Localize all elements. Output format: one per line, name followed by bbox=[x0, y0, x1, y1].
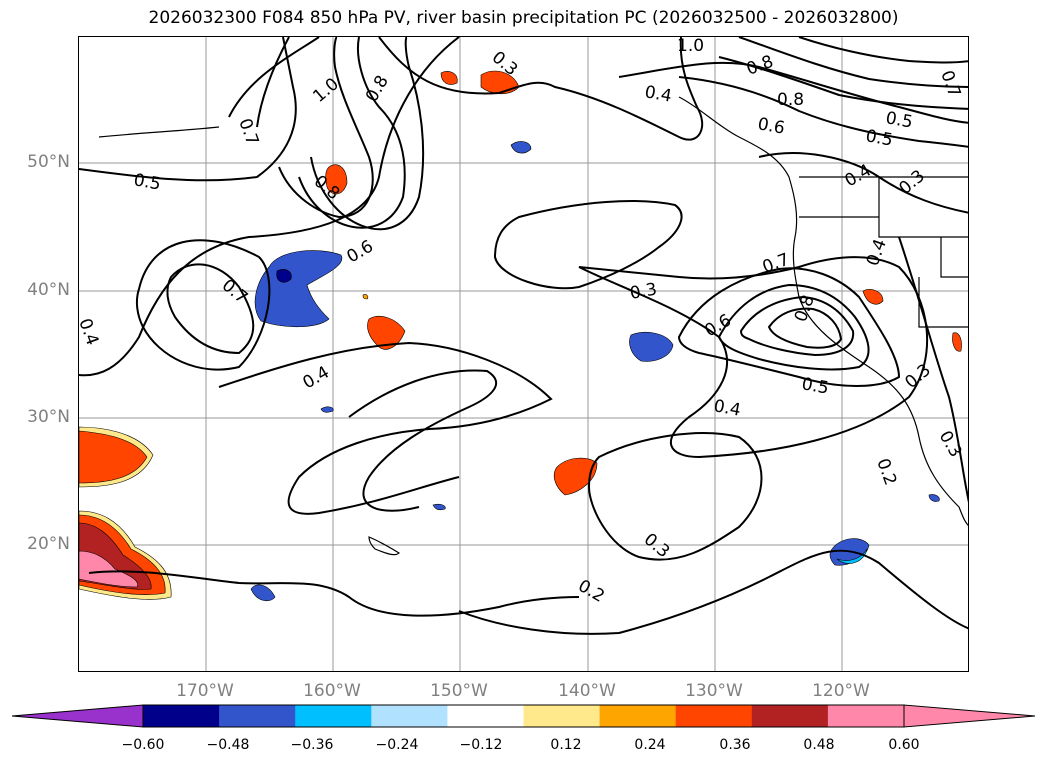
contour-label: 0.8 bbox=[744, 52, 776, 80]
precip-blob-pos bbox=[79, 550, 139, 588]
contour-label: 0.6 bbox=[344, 236, 377, 267]
contour-label: 0.7 bbox=[760, 250, 792, 278]
colorbar-extend-high bbox=[903, 704, 1036, 728]
contour-label: 0.5 bbox=[864, 126, 894, 150]
contour-label: 0.8 bbox=[777, 90, 804, 110]
contour-label: 0.7 bbox=[936, 68, 964, 100]
colorbar-tick: −0.60 bbox=[121, 737, 165, 753]
pv-contours bbox=[79, 37, 968, 635]
lat-label-40n: 40°N bbox=[27, 280, 70, 300]
lon-label-160w: 160°W bbox=[303, 681, 361, 701]
contour-label: 0.4 bbox=[643, 82, 673, 106]
lon-label-130w: 130°W bbox=[685, 681, 743, 701]
colorbar-segment bbox=[751, 705, 829, 727]
contour-label: 0.3 bbox=[901, 360, 935, 393]
contour-label: 1.0 bbox=[677, 37, 704, 56]
precip-blob-neg-light bbox=[836, 548, 868, 564]
contour-label: 0.5 bbox=[800, 374, 830, 398]
contour-label: 0.2 bbox=[575, 576, 608, 607]
colorbar-segment bbox=[219, 705, 296, 727]
map-title: 2026032300 F084 850 hPa PV, river basin … bbox=[148, 8, 899, 28]
colorbar-tick: −0.48 bbox=[206, 737, 250, 753]
contour-label: 0.7 bbox=[218, 276, 252, 309]
lat-label-20n: 20°N bbox=[27, 534, 70, 554]
contour-label: 0.3 bbox=[895, 166, 929, 199]
precip-blob-pos bbox=[440, 71, 458, 85]
colorbar-tick: 0.48 bbox=[803, 737, 835, 753]
colorbar-tick: −0.12 bbox=[459, 737, 503, 753]
lat-label-30n: 30°N bbox=[27, 407, 70, 427]
precip-blob-pos bbox=[79, 430, 148, 484]
map-canvas: 1.0 0.3 0.8 0.8 0.7 0.4 0.6 0.5 0.7 0.5 … bbox=[79, 37, 968, 671]
precip-blob-pos bbox=[362, 294, 369, 300]
contour-label: 0.4 bbox=[842, 160, 875, 191]
precip-blob-pos bbox=[862, 289, 884, 305]
colorbar-segment bbox=[447, 705, 524, 727]
contour-label: 0.2 bbox=[872, 456, 900, 488]
contour-label: 0.3 bbox=[628, 280, 658, 304]
contour-label: 0.4 bbox=[79, 316, 102, 348]
colorbar-extend-low bbox=[11, 704, 144, 728]
contour-label: 0.4 bbox=[712, 396, 742, 420]
precip-blob-pos bbox=[325, 164, 348, 195]
colorbar-tick: −0.24 bbox=[375, 737, 419, 753]
colorbar-segment bbox=[371, 705, 448, 727]
precip-blob-pos bbox=[553, 457, 598, 496]
colorbar-tick: 0.60 bbox=[888, 737, 920, 753]
contour-label: 0.8 bbox=[362, 72, 393, 105]
contour-label: 0.4 bbox=[300, 362, 333, 393]
precip-blob-neg bbox=[432, 503, 446, 511]
colorbar-tick: −0.36 bbox=[290, 737, 334, 753]
colorbar-tick: 0.12 bbox=[550, 737, 582, 753]
precip-blob-pos bbox=[367, 316, 406, 350]
colorbar bbox=[11, 704, 1036, 728]
colorbar-segment bbox=[523, 705, 601, 727]
contour-label: 0.5 bbox=[884, 108, 914, 132]
contour-label: 0.6 bbox=[702, 310, 735, 341]
contour-label: 0.6 bbox=[756, 114, 786, 138]
colorbar-segment bbox=[675, 705, 753, 727]
colorbar-tick: 0.36 bbox=[719, 737, 751, 753]
precip-blob-neg bbox=[320, 406, 334, 413]
colorbar-tick: 0.24 bbox=[634, 737, 666, 753]
precip-blob-neg bbox=[928, 494, 940, 502]
precip-blob-neg bbox=[510, 141, 532, 154]
map-panel: 1.0 0.3 0.8 0.8 0.7 0.4 0.6 0.5 0.7 0.5 … bbox=[78, 36, 969, 672]
precip-blob-neg-core bbox=[276, 269, 292, 283]
colorbar-segment bbox=[599, 705, 677, 727]
precip-blob-neg bbox=[254, 250, 343, 328]
precip-blob-pos bbox=[952, 332, 962, 352]
precip-shading bbox=[79, 70, 962, 602]
colorbar-segment bbox=[295, 705, 372, 727]
graticule bbox=[79, 37, 968, 671]
lon-label-150w: 150°W bbox=[430, 681, 488, 701]
lon-label-140w: 140°W bbox=[558, 681, 616, 701]
colorbar-segments bbox=[11, 704, 1036, 728]
coastlines bbox=[98, 96, 968, 556]
colorbar-segment bbox=[827, 705, 905, 727]
precip-blob-neg bbox=[250, 584, 276, 602]
precip-blob-neg bbox=[629, 332, 674, 362]
lon-label-120w: 120°W bbox=[812, 681, 870, 701]
lat-label-50n: 50°N bbox=[27, 152, 70, 172]
lon-label-170w: 170°W bbox=[176, 681, 234, 701]
contour-label: 0.5 bbox=[132, 170, 162, 194]
contour-label: 0.4 bbox=[863, 236, 891, 268]
colorbar-segment bbox=[143, 705, 220, 727]
